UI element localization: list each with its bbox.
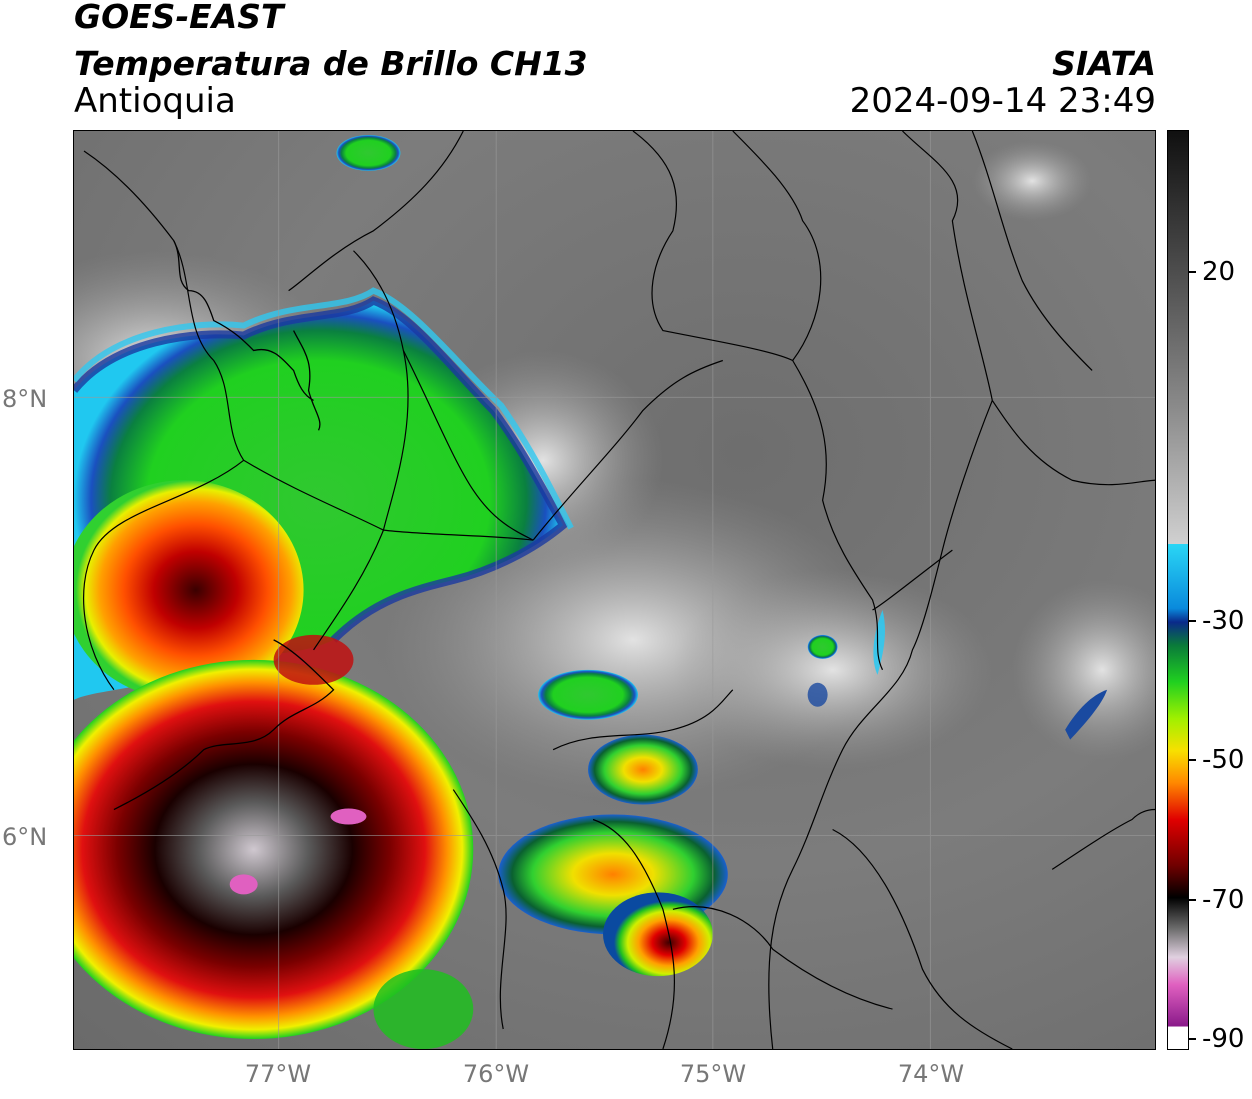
colorbar-tick <box>1189 271 1196 273</box>
cloud-patch <box>807 682 828 707</box>
graticule <box>74 131 1155 1049</box>
colorbar-label-minus30: -30 <box>1202 606 1245 636</box>
cloud-haze <box>972 140 1093 221</box>
lon-label-76w: 76°W <box>462 1060 530 1088</box>
cloud-patch <box>873 609 885 675</box>
convective-cell-central <box>588 734 698 805</box>
convective-cell-southeast <box>603 892 713 977</box>
colorbar-label-minus90: -90 <box>1202 1024 1245 1054</box>
colorbar-gradient <box>1168 131 1188 1049</box>
colorbar-tick <box>1189 899 1196 901</box>
lon-label-77w: 77°W <box>244 1060 312 1088</box>
cloud-haze <box>672 570 993 770</box>
satellite-map <box>73 130 1156 1050</box>
colorbar-tick <box>1189 620 1196 622</box>
organization-label: SIATA <box>1052 44 1156 83</box>
cloud-haze <box>1012 580 1155 760</box>
storm-core-main <box>74 659 474 1039</box>
storm-cap <box>273 634 354 685</box>
overshooting-top <box>330 808 367 825</box>
colorbar-label-20: 20 <box>1202 257 1236 287</box>
timestamp-label: 2024-09-14 23:49 <box>849 81 1156 121</box>
colorbar <box>1167 130 1189 1050</box>
lat-label-8n: 8°N <box>2 385 48 413</box>
cloud-outline-blue <box>74 296 569 643</box>
boundaries <box>83 131 1155 1049</box>
coastline <box>113 240 335 811</box>
colorbar-label-minus50: -50 <box>1202 745 1245 775</box>
product-title: Temperatura de Brillo CH13 <box>74 44 588 83</box>
colorbar-tick <box>1189 1038 1196 1040</box>
storm-tail <box>373 969 474 1049</box>
lon-label-74w: 74°W <box>897 1060 965 1088</box>
cloud-patch <box>807 634 838 659</box>
colorbar-tick <box>1189 759 1196 761</box>
convective-cell-west <box>74 480 304 700</box>
cloud-outline-cyan <box>74 287 574 530</box>
cloud-patch <box>1065 689 1108 740</box>
colorbar-label-minus70: -70 <box>1202 885 1245 915</box>
cloud-patch <box>538 669 638 720</box>
cloud-patch <box>336 134 401 171</box>
satellite-title: GOES-EAST <box>74 0 284 36</box>
lon-label-75w: 75°W <box>679 1060 747 1088</box>
overshooting-top <box>229 874 258 895</box>
region-label: Antioquia <box>74 81 236 121</box>
lat-label-6n: 6°N <box>2 823 48 851</box>
